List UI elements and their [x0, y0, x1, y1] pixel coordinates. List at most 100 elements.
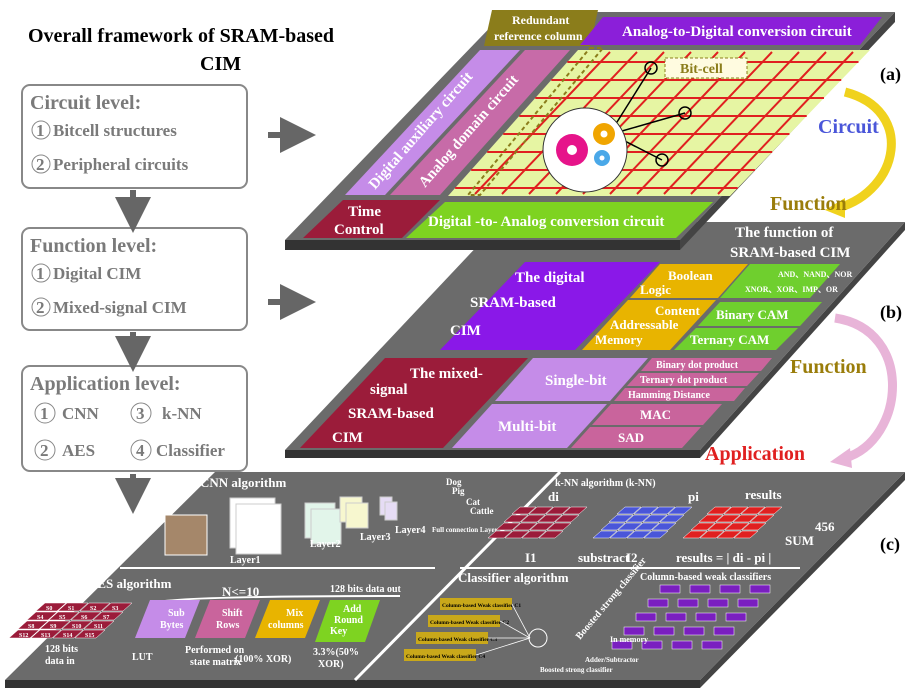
sbox-cell	[79, 602, 111, 612]
bcl-box	[671, 640, 693, 650]
matrix-cell	[537, 514, 563, 523]
sbox-label: S8	[28, 624, 34, 630]
sbox-label: S6	[81, 615, 87, 621]
boolean-block	[630, 264, 748, 298]
a-text: Time	[348, 204, 381, 220]
weak-label: Column-based Weak classifier C1	[442, 603, 521, 609]
matrix-cell	[715, 514, 741, 523]
circle-shape	[678, 106, 692, 120]
b-text: SAD	[618, 430, 644, 445]
bitcell-box	[664, 57, 748, 79]
divider	[353, 470, 562, 682]
weak-label: Column-based Weak classifier C2	[430, 620, 509, 626]
sbox-label: S5	[59, 615, 65, 621]
item: k-NN	[162, 404, 202, 423]
matrix-cell	[723, 506, 749, 515]
sbox-cell	[26, 611, 58, 621]
adder-node	[528, 628, 548, 648]
a-text: Redundant	[512, 13, 569, 27]
dac-block	[406, 202, 713, 238]
matrix-cell	[740, 506, 766, 515]
aes-note: 128 bits	[45, 644, 78, 655]
sbox-cell	[39, 620, 71, 630]
classifier-label: Adder/Subtractor	[585, 656, 639, 664]
item-num: 1	[40, 404, 49, 423]
sbox-label: S3	[112, 606, 118, 612]
matrix-cell	[749, 514, 775, 523]
layer-edge	[5, 680, 700, 688]
arrowhead	[825, 198, 845, 218]
item-num: 3	[136, 404, 145, 423]
digital-block	[440, 262, 660, 350]
knn-label: results	[745, 487, 782, 502]
level-title: Function level:	[30, 235, 157, 257]
matrix-cell	[659, 514, 685, 523]
op-strip	[614, 388, 745, 401]
aes-title: AES algorithm	[88, 576, 172, 591]
grid-col	[663, 51, 800, 195]
op-strip	[627, 373, 759, 386]
item: Peripheral circuits	[53, 155, 189, 174]
rounds: N<=10	[222, 584, 259, 599]
b-text: SRAM-based	[348, 406, 434, 422]
op-strip	[641, 358, 772, 371]
bcl-box	[689, 584, 711, 594]
matrix-cell	[667, 506, 693, 515]
b-text: Content	[655, 303, 700, 318]
matrix-cell	[732, 514, 758, 523]
matrix-cell	[699, 530, 725, 539]
function-application-arrow	[834, 313, 897, 463]
b-text: Hamming Distance	[628, 390, 711, 401]
sbox-label: S7	[103, 615, 109, 621]
title: Overall framework of SRAM-based	[28, 25, 334, 47]
knn-label: substract	[578, 550, 630, 565]
circle-shape	[600, 130, 608, 138]
weak-box	[428, 615, 500, 627]
classifier-label: Boosted strong classifier	[540, 666, 613, 674]
sbox-label: S1	[68, 606, 74, 612]
bcl-box	[683, 626, 705, 636]
item-num: 2	[36, 298, 45, 317]
step: Mix	[286, 608, 303, 619]
classifier-title: Classifier algorithm	[458, 570, 569, 585]
circle-shape	[31, 120, 51, 140]
bcl-box	[701, 640, 723, 650]
circle-shape	[567, 145, 577, 155]
bcl-box	[665, 612, 687, 622]
b-text: Ternary dot product	[640, 375, 728, 386]
step: columns	[268, 620, 304, 631]
grid-col	[474, 51, 611, 195]
matrix-cell	[554, 514, 580, 523]
g-shape: S0 S1 S2 S3 S4 S5 S6 S7 S8 S9 S10 S11 S12 S13 S14 S15	[8, 602, 133, 639]
redundant-column	[465, 47, 606, 196]
fc-label: Full connection Layer	[432, 526, 498, 534]
weak-link	[499, 620, 531, 639]
item: Bitcell structures	[53, 121, 177, 140]
a-text: Bit-cell	[680, 62, 723, 77]
sbox-label: S15	[85, 633, 94, 639]
sbox-cell	[8, 629, 40, 639]
bcl-box	[677, 598, 699, 608]
b-text: Boolean	[668, 268, 714, 283]
aes-note: XOR)	[318, 659, 344, 670]
circle-shape	[31, 297, 51, 317]
level-title: Circuit level:	[30, 92, 141, 114]
matrix-cell	[698, 514, 724, 523]
weak-link	[511, 603, 531, 639]
layer-label: Layer4	[395, 525, 426, 536]
class-label: Cattle	[470, 506, 494, 516]
bcl-box	[659, 584, 681, 594]
sbox-cell	[74, 629, 106, 639]
tag: (a)	[880, 64, 901, 85]
bcl-box	[695, 612, 717, 622]
weak-box	[440, 598, 512, 610]
sbox-label: S12	[19, 633, 28, 639]
b-text: MAC	[640, 407, 671, 422]
matrix-cell	[520, 514, 546, 523]
circle-shape	[34, 402, 56, 424]
grid-col	[717, 51, 854, 195]
item-num: 2	[40, 441, 49, 460]
bcl-box	[611, 640, 633, 650]
matrix-cell	[562, 506, 588, 515]
